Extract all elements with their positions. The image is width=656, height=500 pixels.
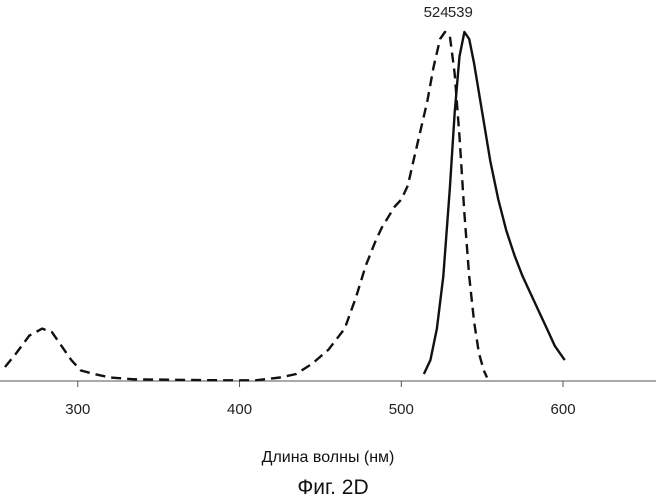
x-tick-label-500: 500: [389, 401, 414, 418]
peak-label-524: 524: [424, 4, 449, 21]
plot-area: 300 400 500 600 524 539: [0, 4, 656, 418]
x-axis-title: Длина волны (нм): [262, 449, 395, 466]
x-tick-label-300: 300: [65, 401, 90, 418]
figure-caption: Фиг. 2D: [297, 476, 368, 499]
x-axis-ticks: 300 400 500 600: [65, 381, 576, 418]
dashed-spectrum-line: [4, 30, 489, 382]
peak-annotations: 524 539: [424, 4, 473, 21]
x-tick-label-600: 600: [551, 401, 576, 418]
x-tick-label-400: 400: [227, 401, 252, 418]
series-group: [4, 30, 566, 382]
solid-spectrum-line: [422, 30, 566, 375]
peak-label-539: 539: [448, 4, 473, 21]
